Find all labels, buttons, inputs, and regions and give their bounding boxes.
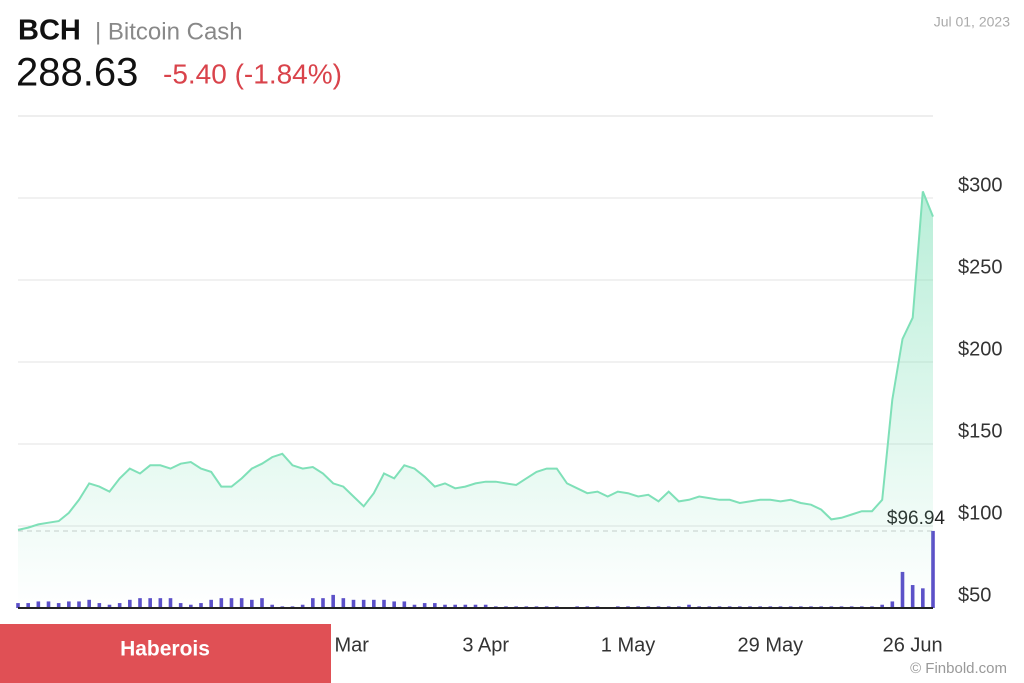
watermark: Haberois	[120, 638, 210, 661]
x-tick-label: 3 Apr	[462, 634, 509, 656]
price-area	[18, 191, 933, 608]
asset-name: | Bitcoin Cash	[95, 18, 243, 45]
x-tick-label: 29 May	[738, 634, 804, 656]
x-tick-label: 26 Jun	[883, 634, 943, 656]
y-tick-label: $200	[958, 338, 1003, 360]
y-tick-label: $250	[958, 256, 1003, 278]
watermark-banner	[0, 624, 331, 683]
y-tick-label: $150	[958, 420, 1003, 442]
plot: $50$100$150$200$250$3009 Jan6 Feb6 Mar3 …	[16, 174, 1003, 656]
date: Jul 01, 2023	[934, 14, 1010, 30]
price: 288.63	[16, 51, 138, 95]
x-tick-label: 1 May	[601, 634, 655, 656]
price-line	[17, 191, 934, 531]
ticker: BCH	[18, 15, 81, 47]
y-tick-label: $300	[958, 174, 1003, 196]
price-change: -5.40 (-1.84%)	[163, 58, 342, 89]
credit: © Finbold.com	[910, 660, 1007, 677]
y-tick-label: $100	[958, 502, 1003, 524]
y-tick-label: $50	[958, 584, 991, 606]
